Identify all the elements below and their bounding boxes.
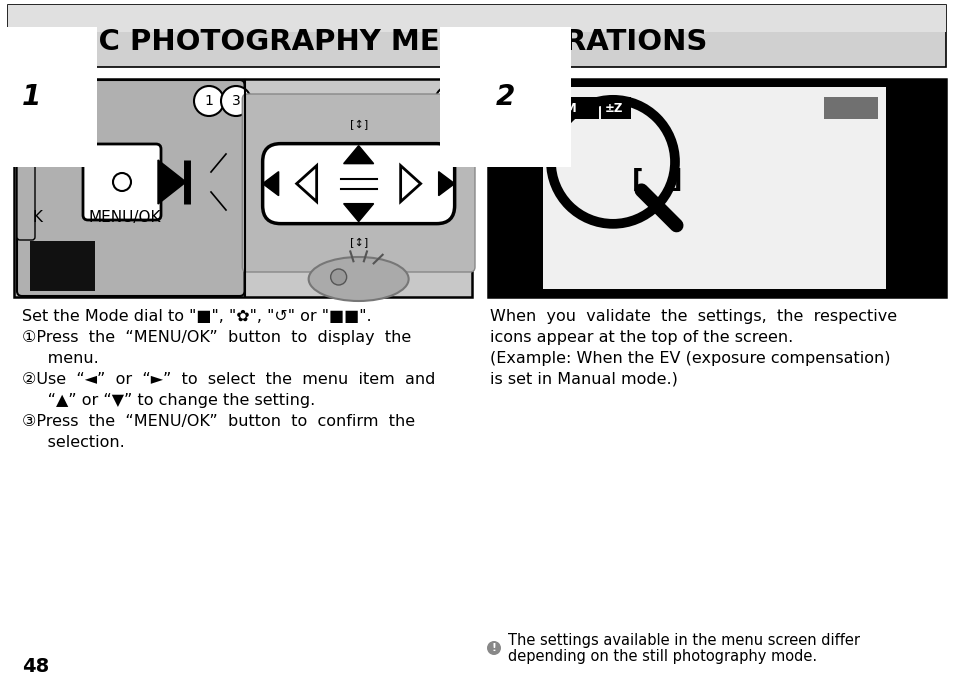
Ellipse shape <box>309 257 408 301</box>
Text: ±Z: ±Z <box>604 102 622 115</box>
Polygon shape <box>262 172 278 196</box>
Text: MENU/OK: MENU/OK <box>89 210 161 225</box>
Text: 1: 1 <box>204 94 213 108</box>
Text: selection.: selection. <box>22 435 125 450</box>
Text: “▲” or “▼” to change the setting.: “▲” or “▼” to change the setting. <box>22 393 314 408</box>
Text: !: ! <box>491 643 496 653</box>
Polygon shape <box>343 146 374 164</box>
FancyBboxPatch shape <box>600 97 630 119</box>
FancyBboxPatch shape <box>488 79 945 297</box>
Text: The settings available in the menu screen differ: The settings available in the menu scree… <box>507 633 859 649</box>
Text: depending on the still photography mode.: depending on the still photography mode. <box>507 649 817 664</box>
Text: 48: 48 <box>22 657 50 677</box>
Text: ②Use  “◄”  or  “►”  to  select  the  menu  item  and: ②Use “◄” or “►” to select the menu item … <box>22 372 435 387</box>
FancyBboxPatch shape <box>242 94 475 272</box>
FancyBboxPatch shape <box>17 164 35 240</box>
Text: K: K <box>32 210 42 225</box>
Text: BASIC PHOTOGRAPHY MENU OPERATIONS: BASIC PHOTOGRAPHY MENU OPERATIONS <box>22 28 706 56</box>
Circle shape <box>112 173 131 191</box>
FancyBboxPatch shape <box>17 80 244 296</box>
Circle shape <box>221 86 251 116</box>
Text: icons appear at the top of the screen.: icons appear at the top of the screen. <box>490 330 792 345</box>
FancyBboxPatch shape <box>8 5 945 32</box>
FancyBboxPatch shape <box>8 5 945 67</box>
FancyBboxPatch shape <box>14 79 472 297</box>
FancyBboxPatch shape <box>542 87 885 289</box>
Text: [: [ <box>632 168 643 192</box>
Text: [↕]: [↕] <box>349 119 368 128</box>
Text: 2: 2 <box>496 83 515 111</box>
Text: Set the Mode dial to "■", "✿", "↺" or "■■".: Set the Mode dial to "■", "✿", "↺" or "■… <box>22 309 372 324</box>
FancyBboxPatch shape <box>30 241 95 291</box>
Polygon shape <box>343 203 374 222</box>
Polygon shape <box>438 172 455 196</box>
FancyBboxPatch shape <box>83 144 161 220</box>
Circle shape <box>193 86 224 116</box>
Text: 1: 1 <box>22 83 41 111</box>
FancyBboxPatch shape <box>823 97 877 119</box>
Text: 3: 3 <box>232 94 240 108</box>
Polygon shape <box>158 160 186 204</box>
Circle shape <box>331 269 346 285</box>
Text: [↕]: [↕] <box>349 236 368 247</box>
Text: menu.: menu. <box>22 351 99 366</box>
Circle shape <box>435 86 464 116</box>
Text: ]: ] <box>670 168 681 192</box>
FancyBboxPatch shape <box>551 97 598 119</box>
FancyBboxPatch shape <box>262 144 455 224</box>
Text: When  you  validate  the  settings,  the  respective: When you validate the settings, the resp… <box>490 309 896 324</box>
Text: ③Press  the  “MENU/OK”  button  to  confirm  the: ③Press the “MENU/OK” button to confirm t… <box>22 414 415 429</box>
Polygon shape <box>400 166 420 202</box>
Text: is set in Manual mode.): is set in Manual mode.) <box>490 372 678 387</box>
Text: ÔM: ÔM <box>555 102 577 115</box>
Text: (Example: When the EV (exposure compensation): (Example: When the EV (exposure compensa… <box>490 351 889 366</box>
Circle shape <box>486 641 500 655</box>
Polygon shape <box>296 166 316 202</box>
Text: 2: 2 <box>445 94 454 108</box>
Text: ①Press  the  “MENU/OK”  button  to  display  the: ①Press the “MENU/OK” button to display t… <box>22 330 411 345</box>
